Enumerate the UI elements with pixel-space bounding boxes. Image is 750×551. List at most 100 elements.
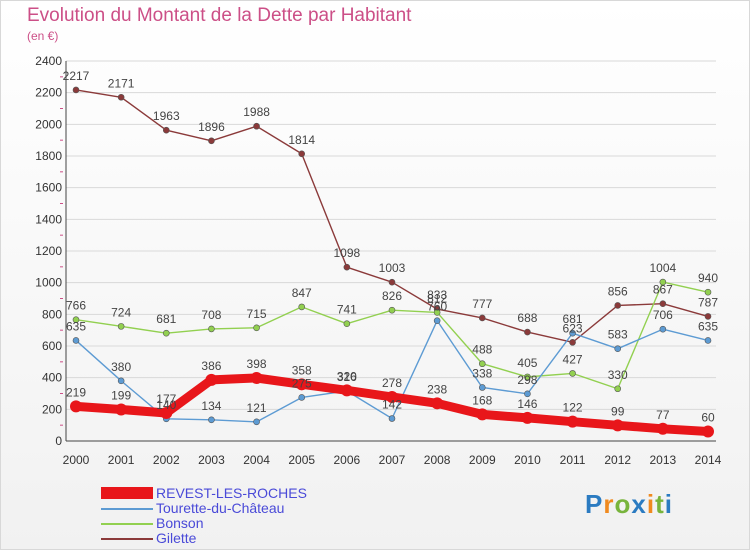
data-point [659, 278, 667, 286]
y-tick-label: 1600 [35, 181, 62, 195]
data-point [117, 93, 125, 101]
data-label: 856 [608, 284, 628, 298]
data-label: 635 [698, 319, 718, 333]
data-point [208, 137, 215, 145]
legend-swatch [101, 523, 153, 525]
data-point [431, 397, 444, 410]
legend-label: Gilette [156, 530, 197, 546]
y-tick-label: 600 [42, 339, 62, 353]
logo-letter: P [585, 489, 604, 519]
data-label: 488 [472, 343, 492, 357]
data-point [433, 309, 441, 316]
chart-unit: (en €) [27, 29, 59, 43]
data-point [476, 408, 489, 421]
x-tick-label: 2003 [198, 453, 225, 467]
data-label: 146 [517, 397, 537, 411]
data-point [614, 302, 622, 309]
data-point [569, 370, 576, 377]
data-label: 238 [427, 382, 447, 396]
data-point [162, 329, 170, 337]
data-label: 398 [247, 357, 267, 371]
y-tick-label: 200 [42, 402, 62, 416]
data-label: 99 [611, 404, 625, 418]
data-point [478, 384, 486, 391]
data-label: 121 [247, 401, 267, 415]
data-label: 134 [201, 399, 221, 413]
data-label: 741 [337, 303, 357, 317]
proxiti-logo: Proxiti [585, 489, 673, 520]
data-point [298, 303, 306, 311]
x-tick-label: 2014 [695, 453, 722, 467]
data-point [611, 419, 624, 432]
data-label: 1963 [153, 109, 180, 123]
x-tick-label: 2005 [288, 453, 315, 467]
data-label: 405 [517, 356, 537, 370]
legend-swatch [101, 487, 153, 499]
data-label: 766 [66, 299, 86, 313]
logo-letter: i [646, 489, 656, 519]
data-label: 77 [656, 408, 670, 422]
data-point [569, 339, 576, 346]
data-point [388, 278, 396, 286]
data-label: 386 [201, 359, 221, 373]
data-label: 298 [517, 373, 537, 387]
data-label: 787 [698, 295, 718, 309]
x-tick-label: 2004 [243, 453, 270, 467]
data-point [295, 378, 308, 391]
x-tick-label: 2011 [560, 453, 586, 467]
data-point [72, 337, 80, 344]
legend-swatch [101, 508, 153, 510]
data-label: 2217 [63, 69, 90, 83]
data-point [253, 418, 260, 426]
y-tick-label: 2400 [35, 54, 62, 68]
data-point [115, 403, 128, 416]
data-label: 1003 [379, 261, 406, 275]
x-tick-label: 2007 [379, 453, 406, 467]
data-point [433, 317, 441, 324]
data-point [117, 323, 125, 330]
data-label: 724 [111, 305, 131, 319]
data-point [478, 314, 486, 322]
x-tick-label: 2010 [514, 453, 541, 467]
data-label: 427 [563, 352, 583, 366]
data-label: 681 [156, 312, 176, 326]
data-label: 140 [156, 398, 176, 412]
data-label: 380 [111, 360, 131, 374]
data-label: 2171 [108, 76, 135, 90]
data-label: 219 [66, 385, 86, 399]
y-tick-label: 1000 [35, 276, 62, 290]
y-tick-label: 0 [55, 434, 62, 448]
data-label: 122 [563, 401, 583, 415]
logo-letter: r [603, 489, 615, 519]
y-tick-label: 800 [42, 307, 62, 321]
data-label: 940 [698, 271, 718, 285]
data-label: 715 [247, 307, 267, 321]
logo-letter: x [631, 489, 647, 519]
data-point [72, 86, 80, 94]
data-point [704, 288, 712, 296]
data-label: 1098 [334, 246, 361, 260]
data-point [160, 406, 173, 419]
data-label: 635 [66, 319, 86, 333]
data-point [343, 263, 351, 271]
data-label: 847 [292, 286, 312, 300]
data-point [343, 320, 351, 327]
x-tick-label: 2012 [604, 453, 631, 467]
logo-letter: i [664, 489, 673, 519]
data-label: 826 [382, 289, 402, 303]
legend-label: Bonson [156, 515, 204, 531]
data-point [524, 328, 531, 336]
data-label: 338 [472, 366, 492, 380]
x-tick-label: 2008 [424, 453, 451, 467]
data-point [524, 390, 531, 398]
data-label: 760 [427, 300, 447, 314]
data-point [704, 337, 712, 344]
data-point [340, 384, 353, 397]
data-label: 316 [337, 370, 357, 384]
data-point [524, 373, 531, 381]
data-point [614, 345, 622, 352]
data-point [253, 324, 260, 332]
data-label: 1004 [650, 261, 677, 275]
y-tick-label: 1200 [35, 244, 62, 258]
